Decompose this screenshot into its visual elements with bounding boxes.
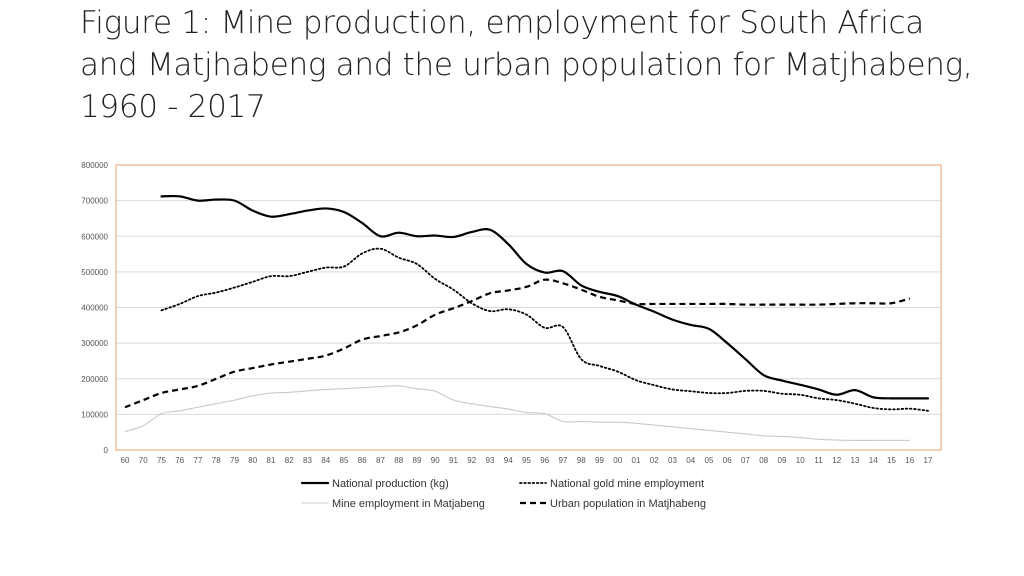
x-tick-label: 99: [595, 456, 604, 465]
x-tick-label: 96: [540, 456, 549, 465]
y-tick-label: 400000: [81, 304, 108, 313]
x-tick-label: 98: [577, 456, 586, 465]
y-tick-label: 100000: [81, 410, 108, 419]
x-tick-label: 95: [522, 456, 531, 465]
x-tick-label: 01: [632, 456, 641, 465]
y-tick-label: 300000: [81, 339, 108, 348]
x-tick-label: 92: [467, 456, 476, 465]
x-tick-label: 82: [285, 456, 294, 465]
x-tick-label: 89: [413, 456, 422, 465]
x-tick-labels: 60 70 75 76 77 78 79 80 81 82 83 84 85 86 87 88 89 90 91 92…: [121, 456, 933, 465]
x-tick-label: 79: [230, 456, 239, 465]
x-tick-label: 84: [321, 456, 330, 465]
x-tick-label: 76: [175, 456, 184, 465]
x-tick-label: 15: [887, 456, 896, 465]
series-line-solid-light: [124, 385, 911, 441]
x-tick-label: 87: [376, 456, 385, 465]
x-tick-label: 08: [759, 456, 768, 465]
y-tick-labels: 0 100000 200000 300000 400000 500000 600000 700…: [81, 161, 108, 455]
x-tick-label: 13: [851, 456, 860, 465]
legend-label: Mine employment in Matjabeng: [332, 498, 485, 510]
x-tick-label: 10: [796, 456, 805, 465]
x-tick-label: 14: [869, 456, 878, 465]
series-line-dotted: [160, 247, 929, 412]
gridlines: [116, 164, 941, 451]
series-line-solid-thick: [160, 194, 930, 400]
x-tick-label: 04: [686, 456, 695, 465]
series-line-dashed: [124, 278, 911, 409]
x-tick-label: 06: [723, 456, 732, 465]
x-tick-label: 12: [832, 456, 841, 465]
x-tick-label: 83: [303, 456, 312, 465]
x-tick-label: 97: [559, 456, 568, 465]
legend: National production (kg) National gold mi…: [300, 478, 706, 510]
x-tick-label: 86: [358, 456, 367, 465]
plot-area-border: [115, 164, 942, 451]
x-tick-label: 05: [705, 456, 714, 465]
x-tick-label: 88: [394, 456, 403, 465]
x-tick-label: 11: [814, 456, 823, 465]
y-tick-label: 800000: [81, 161, 108, 170]
x-tick-label: 07: [741, 456, 750, 465]
x-tick-label: 02: [650, 456, 659, 465]
x-tick-label: 70: [139, 456, 148, 465]
x-tick-label: 91: [449, 456, 458, 465]
x-tick-label: 94: [504, 456, 513, 465]
x-tick-label: 17: [924, 456, 933, 465]
x-tick-label: 80: [248, 456, 257, 465]
x-tick-label: 78: [212, 456, 221, 465]
x-tick-label: 03: [668, 456, 677, 465]
x-tick-label: 93: [486, 456, 495, 465]
y-tick-label: 500000: [81, 268, 108, 277]
series-lines: [124, 194, 930, 441]
y-tick-label: 700000: [81, 197, 108, 206]
legend-label: Urban population in Matjhabeng: [550, 498, 706, 510]
x-tick-label: 81: [267, 456, 276, 465]
y-tick-label: 200000: [81, 375, 108, 384]
legend-label: National production (kg): [332, 478, 449, 490]
legend-label: National gold mine employment: [550, 478, 704, 490]
x-tick-label: 09: [778, 456, 787, 465]
x-tick-label: 90: [431, 456, 440, 465]
x-tick-label: 00: [613, 456, 622, 465]
x-tick-label: 60: [121, 456, 130, 465]
x-tick-label: 85: [340, 456, 349, 465]
y-tick-label: 600000: [81, 232, 108, 241]
x-tick-label: 77: [194, 456, 203, 465]
x-tick-label: 75: [157, 456, 166, 465]
x-tick-label: 16: [905, 456, 914, 465]
slide-title: Figure 1: Mine production, employment fo…: [80, 5, 973, 125]
y-tick-label: 0: [104, 446, 109, 455]
